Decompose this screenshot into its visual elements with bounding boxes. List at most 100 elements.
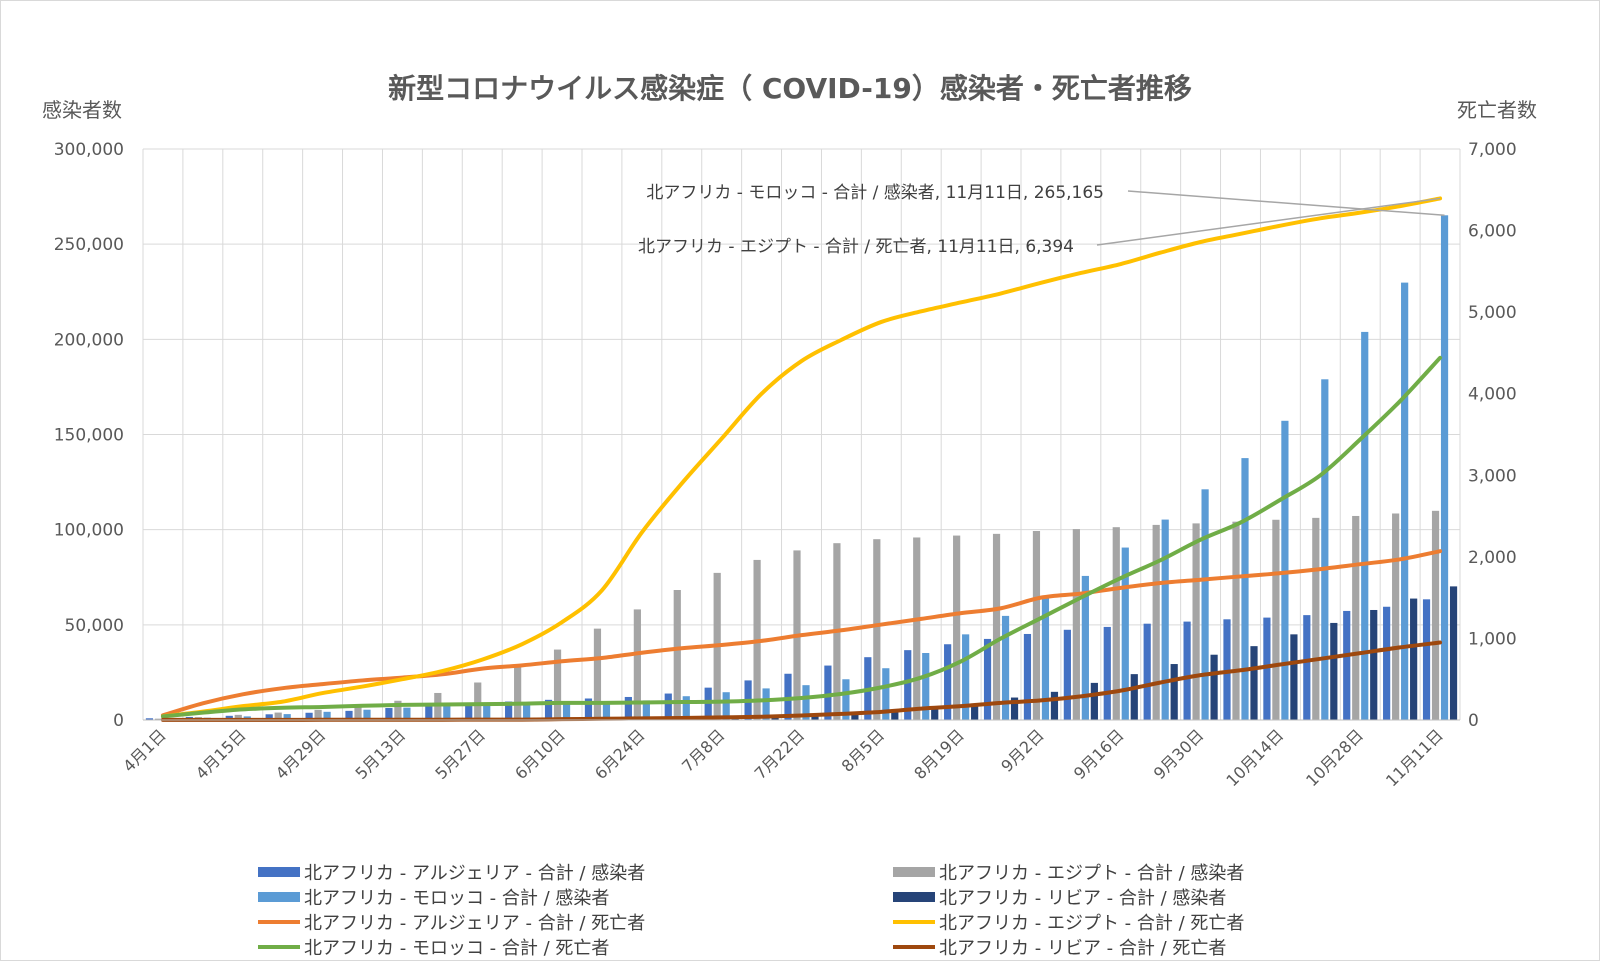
- bar: [953, 535, 961, 720]
- bar: [1232, 521, 1240, 720]
- bar: [1410, 598, 1418, 720]
- bar: [544, 699, 553, 720]
- bar: [1170, 664, 1178, 720]
- y-tick-left: 100,000: [54, 521, 124, 541]
- bar: [1023, 633, 1032, 720]
- bar: [1321, 379, 1329, 720]
- bar: [505, 701, 513, 720]
- y-tick-right: 0: [1468, 711, 1479, 731]
- bar: [983, 638, 992, 720]
- bar: [593, 628, 602, 720]
- bar: [345, 710, 353, 720]
- y-tick-left: 200,000: [54, 330, 124, 350]
- y-tick-right: 4,000: [1468, 385, 1517, 405]
- y-axis-left-label: 感染者数: [42, 98, 122, 122]
- x-tick-label: 9月16日: [1070, 725, 1128, 783]
- bar: [891, 711, 899, 720]
- bar: [1401, 282, 1409, 720]
- bar: [474, 682, 482, 720]
- data-callout-label: 北アフリカ - モロッコ - 合計 / 感染者, 11月11日, 265,165: [646, 183, 1104, 203]
- bar: [354, 706, 362, 720]
- bar: [882, 668, 890, 720]
- bar: [514, 665, 522, 720]
- x-tick-label: 10月14日: [1222, 725, 1287, 790]
- y-tick-left: 150,000: [54, 426, 124, 446]
- bar: [225, 715, 233, 720]
- data-callout-label: 北アフリカ - エジプト - 合計 / 死亡者, 11月11日, 6,394: [638, 237, 1074, 257]
- bar: [904, 650, 912, 720]
- bar: [992, 533, 1001, 720]
- bar: [1303, 615, 1311, 720]
- bar: [443, 706, 451, 720]
- series-line: [160, 549, 1443, 718]
- bar: [154, 718, 163, 720]
- bar: [971, 703, 979, 720]
- bar: [1263, 617, 1271, 720]
- bar: [1183, 621, 1191, 720]
- bar: [314, 709, 322, 720]
- y-tick-right: 5,000: [1468, 303, 1517, 323]
- bar: [784, 673, 792, 720]
- grid-layer: [142, 148, 1461, 721]
- bar: [1192, 523, 1200, 720]
- x-tick-label: 7月8日: [678, 725, 728, 775]
- bar: [305, 712, 313, 720]
- bar: [962, 634, 970, 720]
- bar: [483, 705, 491, 720]
- x-tick-label: 8月5日: [838, 725, 888, 775]
- bar: [1050, 691, 1059, 720]
- bar: [1001, 615, 1010, 720]
- bar: [931, 708, 939, 720]
- bar: [682, 696, 690, 720]
- bar: [234, 714, 242, 720]
- x-tick-label: 10月28日: [1302, 725, 1367, 790]
- bar: [553, 649, 562, 720]
- x-tick-label: 6月10日: [511, 725, 569, 783]
- annotation-layer: 北アフリカ - モロッコ - 合計 / 感染者, 11月11日, 265,165…: [638, 183, 1445, 257]
- bar: [1090, 682, 1098, 720]
- bar: [323, 711, 331, 720]
- y-tick-left: 300,000: [54, 140, 124, 160]
- bar: [1121, 547, 1129, 720]
- bar: [1392, 513, 1400, 720]
- bar: [1041, 597, 1050, 720]
- bar: [1072, 529, 1080, 720]
- bar: [633, 609, 641, 720]
- y-tick-right: 3,000: [1468, 466, 1517, 486]
- bar: [1330, 622, 1338, 720]
- bar: [1383, 606, 1391, 720]
- bar: [922, 653, 930, 720]
- bar: [762, 688, 770, 720]
- chart-title: 新型コロナウイルス感染症（ COVID-19）感染者・死亡者推移: [388, 72, 1192, 105]
- bar: [802, 685, 810, 720]
- bar: [851, 712, 859, 720]
- bar: [1201, 489, 1209, 720]
- x-tick-label: 4月29日: [272, 725, 330, 783]
- bar: [274, 712, 282, 720]
- bar: [1361, 331, 1369, 720]
- bar: [145, 718, 154, 720]
- bar: [363, 709, 371, 720]
- bar: [1250, 646, 1258, 720]
- bars-layer: [145, 215, 1458, 720]
- callout-leader-line: [1127, 190, 1445, 217]
- y-tick-right: 1,000: [1468, 629, 1517, 649]
- bar: [1112, 527, 1120, 720]
- x-tick-label: 8月19日: [910, 725, 968, 783]
- bar: [1223, 619, 1231, 720]
- bar: [385, 708, 393, 720]
- bar: [465, 703, 473, 720]
- bar: [602, 702, 611, 720]
- bar: [1352, 515, 1360, 720]
- bar: [722, 692, 730, 720]
- bar: [1440, 215, 1449, 720]
- bar: [1081, 575, 1089, 720]
- bar: [913, 537, 921, 720]
- bar: [1449, 586, 1458, 720]
- x-tick-label: 9月30日: [1150, 725, 1208, 783]
- bar: [1343, 610, 1351, 720]
- bar: [1312, 517, 1320, 720]
- y-axis-right-label: 死亡者数: [1457, 98, 1537, 122]
- bar: [394, 700, 402, 720]
